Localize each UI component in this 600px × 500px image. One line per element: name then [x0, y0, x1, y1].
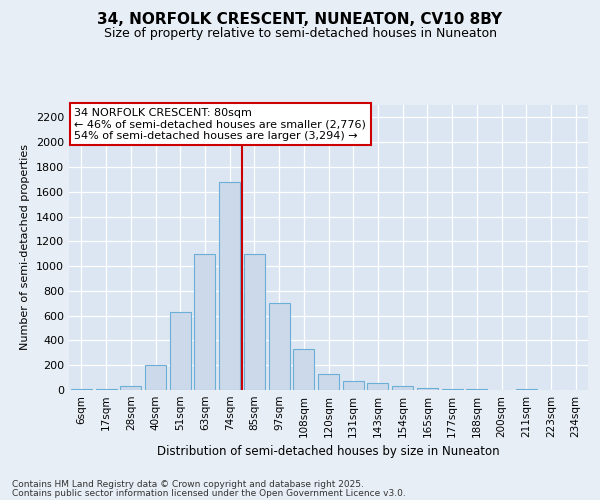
Bar — [392, 386, 413, 390]
Bar — [145, 365, 166, 390]
Bar — [120, 386, 141, 390]
Bar — [343, 382, 364, 390]
Bar — [367, 382, 388, 390]
Bar — [194, 254, 215, 390]
Text: 34 NORFOLK CRESCENT: 80sqm
← 46% of semi-detached houses are smaller (2,776)
54%: 34 NORFOLK CRESCENT: 80sqm ← 46% of semi… — [74, 108, 366, 141]
Bar — [442, 389, 463, 390]
Bar — [417, 388, 438, 390]
Bar — [95, 389, 116, 390]
Text: 34, NORFOLK CRESCENT, NUNEATON, CV10 8BY: 34, NORFOLK CRESCENT, NUNEATON, CV10 8BY — [97, 12, 503, 28]
Text: Contains HM Land Registry data © Crown copyright and database right 2025.: Contains HM Land Registry data © Crown c… — [12, 480, 364, 489]
Text: Size of property relative to semi-detached houses in Nuneaton: Size of property relative to semi-detach… — [104, 28, 497, 40]
Bar — [244, 254, 265, 390]
Bar — [293, 349, 314, 390]
Bar — [269, 304, 290, 390]
Bar — [318, 374, 339, 390]
Bar — [170, 312, 191, 390]
Text: Contains public sector information licensed under the Open Government Licence v3: Contains public sector information licen… — [12, 490, 406, 498]
Y-axis label: Number of semi-detached properties: Number of semi-detached properties — [20, 144, 31, 350]
X-axis label: Distribution of semi-detached houses by size in Nuneaton: Distribution of semi-detached houses by … — [157, 446, 500, 458]
Bar — [516, 389, 537, 390]
Bar — [71, 389, 92, 390]
Bar — [219, 182, 240, 390]
